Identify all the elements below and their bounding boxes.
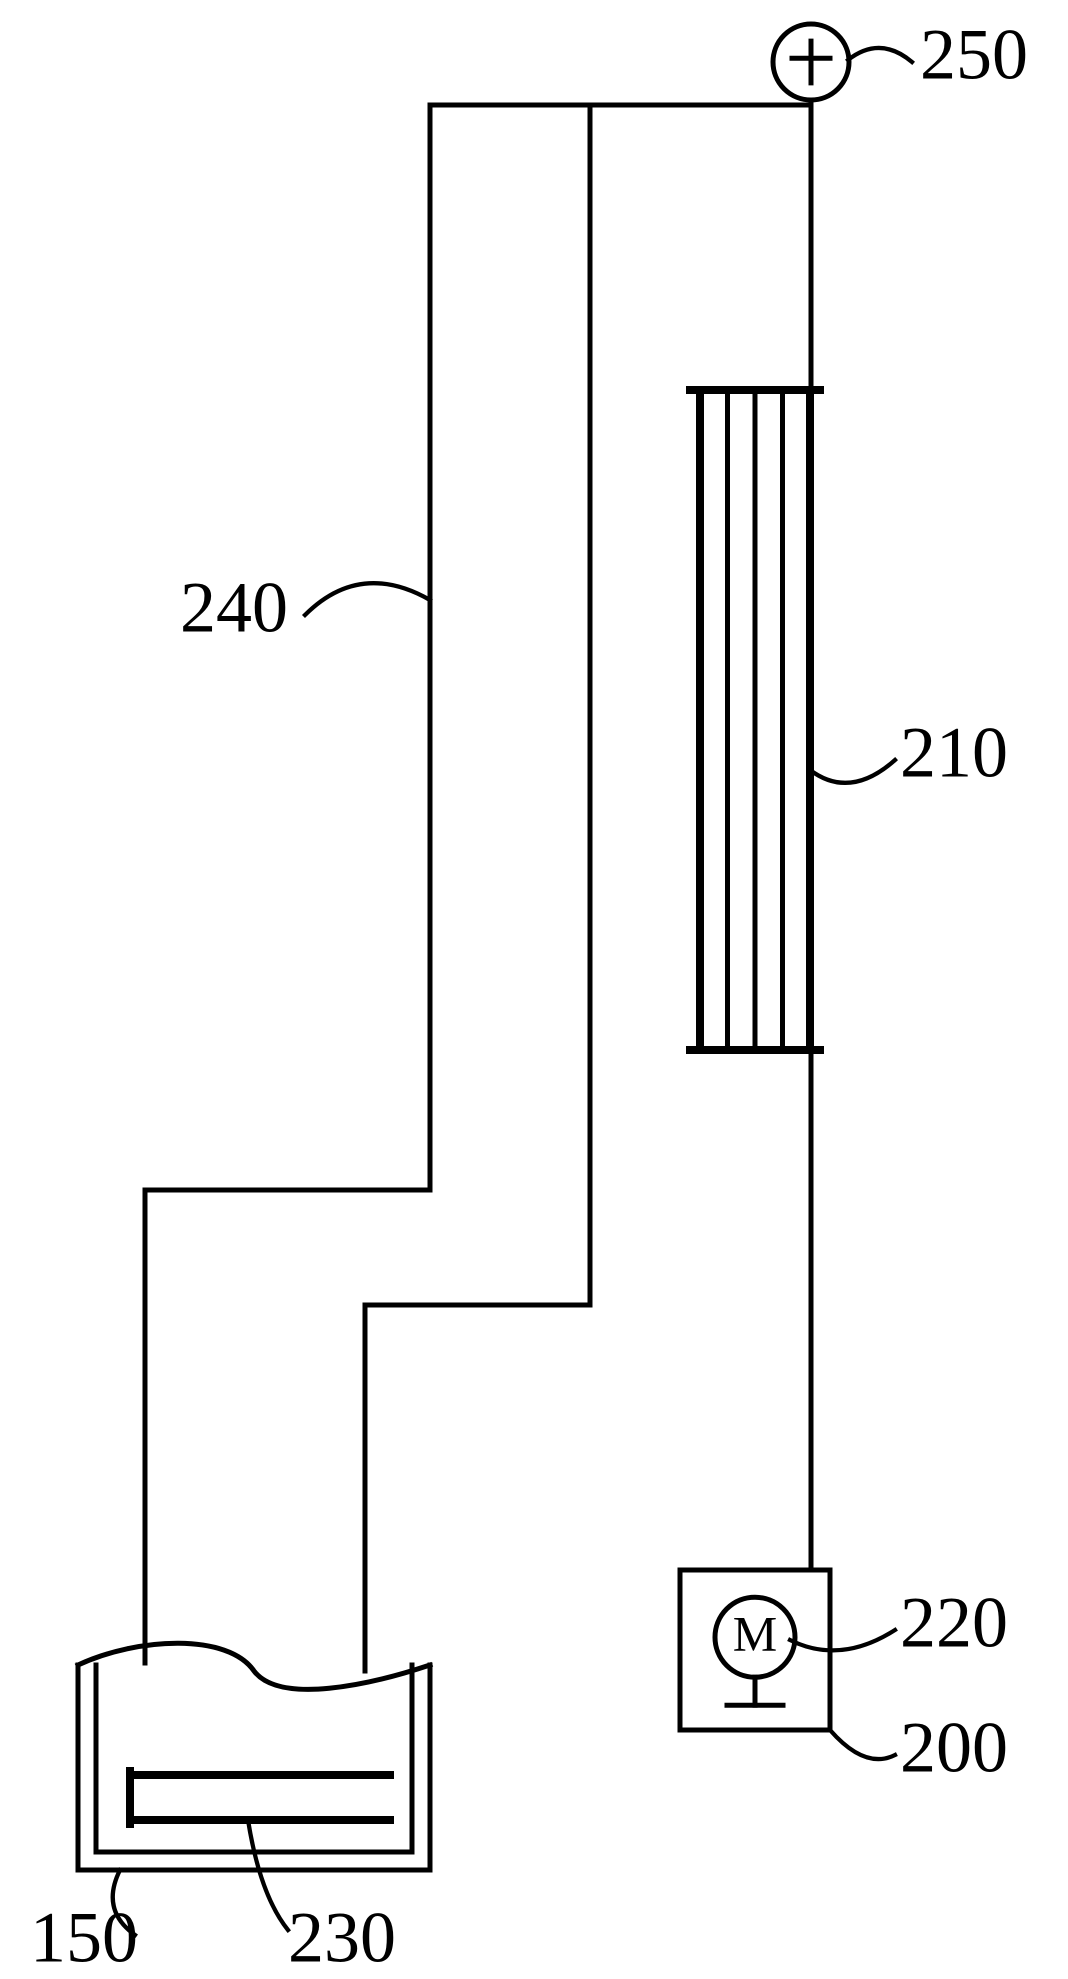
ref-label-250: 250 [920,15,1028,95]
leader-line [790,1630,895,1650]
leader-line [305,583,430,615]
leader-line [810,760,895,783]
ref-label-220: 220 [900,1583,1008,1663]
ref-label-230: 230 [288,1898,396,1978]
leader-line [848,48,912,62]
pipe-inner-return [365,105,590,1671]
ref-label-200: 200 [900,1708,1008,1788]
leader-line [830,1730,895,1759]
ref-label-210: 210 [900,713,1008,793]
motor-label: M [733,1606,777,1662]
ref-label-240: 240 [180,568,288,648]
ref-label-150: 150 [30,1898,138,1978]
leader-line [248,1820,288,1930]
